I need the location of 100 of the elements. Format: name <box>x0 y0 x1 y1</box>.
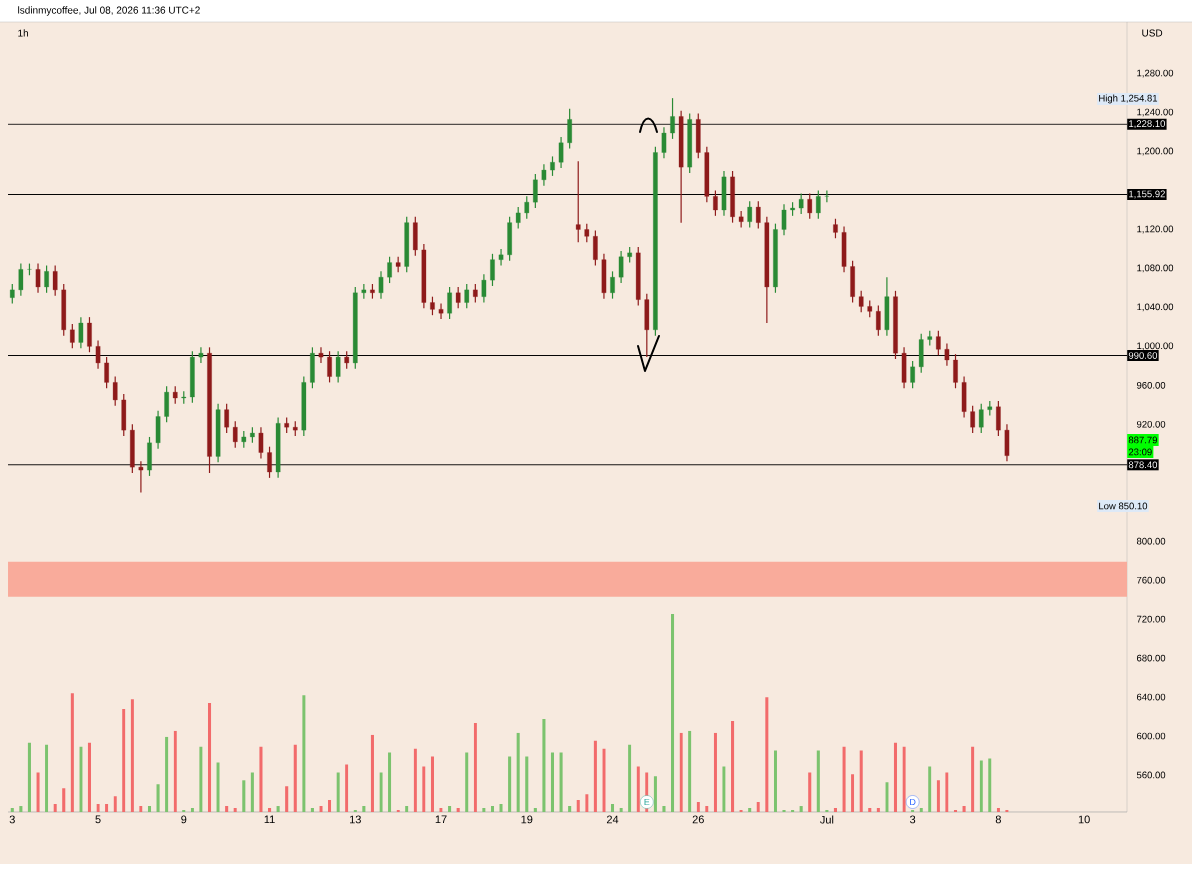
candlestick <box>61 283 67 337</box>
y-tick-label: 1,120.00 <box>1137 225 1174 234</box>
candlestick <box>747 200 753 229</box>
bar <box>190 808 194 812</box>
bar <box>45 744 49 812</box>
bar <box>87 742 92 812</box>
bar <box>379 772 383 812</box>
candlestick <box>438 302 444 320</box>
candlestick <box>533 173 538 209</box>
candlestick <box>738 210 744 229</box>
bar <box>568 806 572 812</box>
candlestick <box>78 316 84 349</box>
bar <box>482 808 486 812</box>
candlestick <box>713 189 718 217</box>
bar <box>413 748 417 812</box>
bar <box>242 780 246 812</box>
bar <box>842 746 846 812</box>
bar <box>165 736 169 812</box>
x-tick-label: 3 <box>910 815 916 824</box>
candlestick <box>413 216 418 257</box>
candlestick <box>670 97 675 140</box>
bar <box>53 804 57 812</box>
bar <box>550 752 555 812</box>
candlestick <box>858 290 864 313</box>
candlestick <box>661 126 667 159</box>
bar <box>893 742 898 812</box>
candlestick <box>164 385 169 423</box>
candlestick <box>644 293 650 358</box>
candlestick <box>635 246 641 307</box>
y-tick-label: 1,240.00 <box>1137 108 1174 117</box>
text: 23:09 <box>1128 448 1152 456</box>
bar <box>19 806 23 812</box>
bar <box>936 780 940 812</box>
bar <box>859 750 863 812</box>
ref-line-label: 990.60 <box>1128 352 1158 359</box>
candlestick <box>447 286 452 320</box>
bar <box>902 746 906 812</box>
bar <box>319 806 323 812</box>
candlestick <box>918 333 924 374</box>
candlestick <box>387 256 392 284</box>
text: 887.79 <box>1128 436 1157 444</box>
candlestick <box>361 283 367 300</box>
bar <box>336 772 340 812</box>
bar <box>799 806 803 812</box>
candlestick <box>335 350 341 384</box>
bar <box>671 613 675 812</box>
candlestick <box>112 375 118 407</box>
candlestick <box>198 346 204 364</box>
bar <box>816 750 820 812</box>
bar <box>130 699 134 812</box>
bar <box>662 806 666 812</box>
bar <box>285 786 289 812</box>
bar <box>593 740 597 812</box>
bar <box>559 752 563 812</box>
y-tick-label: 720.00 <box>1137 615 1166 623</box>
candlestick <box>541 163 547 187</box>
x-tick-label: 26 <box>692 815 704 824</box>
candlestick <box>104 356 109 389</box>
x-tick-label: 17 <box>435 815 447 824</box>
y-tick-label: 760.00 <box>1137 576 1166 584</box>
x-tick-label: 13 <box>350 815 361 824</box>
candlestick <box>515 206 521 230</box>
candlestick <box>781 203 787 236</box>
bar <box>713 732 717 812</box>
x-tick-label: 5 <box>95 815 101 824</box>
bar <box>147 806 152 812</box>
bar <box>705 806 709 812</box>
candlestick <box>455 286 461 309</box>
bar <box>533 808 537 812</box>
bar <box>696 802 700 812</box>
bar <box>525 756 529 812</box>
candlestick <box>936 330 941 356</box>
candlestick <box>52 264 58 297</box>
bar <box>10 808 14 812</box>
y-tick-label: 920.00 <box>1136 420 1166 428</box>
bar <box>267 808 272 812</box>
bar <box>370 734 374 812</box>
candlestick <box>970 405 975 434</box>
candlestick <box>130 423 135 474</box>
bar <box>851 774 855 812</box>
x-tick-label: 24 <box>606 815 619 824</box>
bar <box>199 746 203 812</box>
candlestick <box>352 286 358 370</box>
bar <box>225 806 229 812</box>
bar <box>405 806 409 812</box>
bar <box>439 808 443 812</box>
bar <box>988 758 992 812</box>
bar <box>773 750 777 812</box>
bar <box>105 804 109 812</box>
bar <box>868 808 872 812</box>
candlestick <box>618 250 624 284</box>
bar <box>173 730 177 812</box>
candlestick <box>807 192 813 220</box>
bar <box>619 808 623 812</box>
candlestick <box>232 420 238 449</box>
bar <box>36 772 40 812</box>
candlestick <box>558 136 564 169</box>
bar <box>928 766 932 812</box>
bar <box>259 746 263 812</box>
candlestick <box>10 283 15 305</box>
